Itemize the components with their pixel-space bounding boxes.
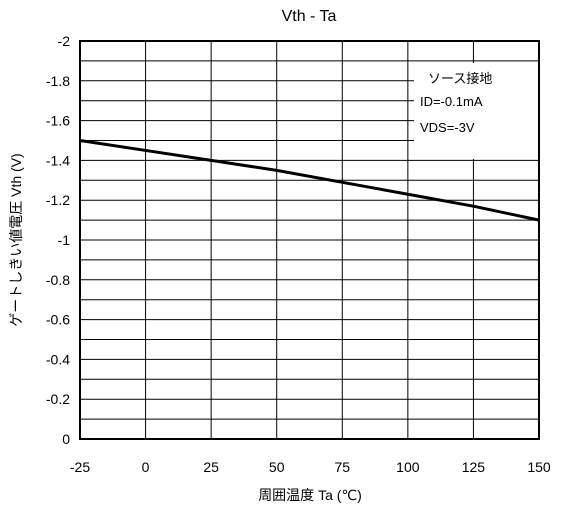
legend-background xyxy=(414,63,540,159)
y-tick-label: -1.8 xyxy=(46,73,70,89)
x-tick-label: 50 xyxy=(269,459,285,475)
y-tick-label: 0 xyxy=(62,431,70,447)
y-tick-label: -1.4 xyxy=(46,152,70,168)
x-tick-label: 125 xyxy=(462,459,486,475)
x-tick-label: -25 xyxy=(70,459,90,475)
y-axis-label: ゲートしきい値電圧 Vth (V) xyxy=(8,153,24,326)
legend-box: ソース接地 ID=-0.1mA VDS=-3V xyxy=(414,63,540,159)
y-tick-label: -0.6 xyxy=(46,312,70,328)
x-tick-labels: -25 0 25 50 75 100 125 150 xyxy=(70,459,551,475)
x-axis-label: 周囲温度 Ta (℃) xyxy=(258,487,362,503)
series-layer xyxy=(79,139,540,222)
legend-label-id: ID=-0.1mA xyxy=(420,94,483,109)
legend-label-source: ソース接地 xyxy=(428,71,492,86)
y-tick-label: -1.6 xyxy=(46,113,70,129)
y-tick-label: -0.8 xyxy=(46,272,70,288)
x-tick-label: 150 xyxy=(527,459,551,475)
plot-frame xyxy=(79,40,540,440)
x-tick-label: 100 xyxy=(396,459,420,475)
y-tick-label: -2 xyxy=(58,33,71,49)
y-tick-label: -1.2 xyxy=(46,192,70,208)
x-tick-label: 75 xyxy=(334,459,350,475)
x-tick-label: 0 xyxy=(142,459,150,475)
y-tick-label: -1 xyxy=(58,232,71,248)
y-tick-label: -0.4 xyxy=(46,351,70,367)
chart-title: Vth - Ta xyxy=(282,8,337,25)
vth-series-line xyxy=(79,139,540,222)
y-tick-label: -0.2 xyxy=(46,391,70,407)
y-tick-labels: 0 -0.2 -0.4 -0.6 -0.8 -1 -1.2 -1.4 -1.6 -1.8 -2 xyxy=(46,33,70,447)
legend-label-vds: VDS=-3V xyxy=(420,120,475,135)
x-tick-label: 25 xyxy=(203,459,219,475)
